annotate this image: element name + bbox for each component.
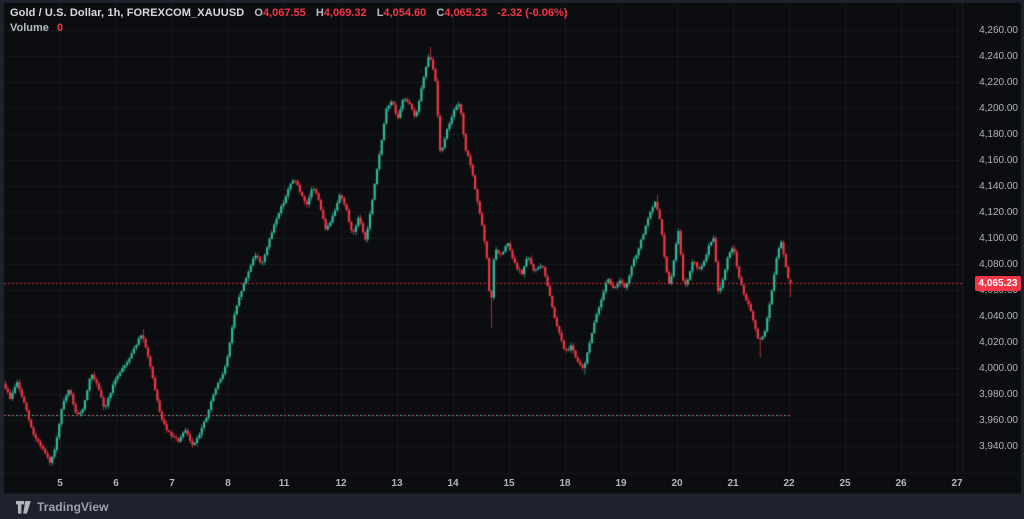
time-axis-label: 15 [503, 478, 515, 489]
price-axis-label: 4,220.00 [979, 77, 1018, 88]
chart-legend: Gold / U.S. Dollar, 1h, FOREXCOM_XAUUSD … [10, 6, 567, 36]
high-label: H [315, 7, 324, 19]
symbol-legend-row: Gold / U.S. Dollar, 1h, FOREXCOM_XAUUSD … [10, 6, 567, 21]
time-axis-label: 21 [727, 478, 739, 489]
time-axis-label: 18 [559, 478, 571, 489]
change-value: -2.32 (-0.06%) [497, 7, 568, 19]
time-axis-label: 14 [447, 478, 459, 489]
volume-value: 0 [56, 22, 64, 34]
price-axis-label: 4,020.00 [979, 337, 1018, 348]
time-axis-label: 7 [169, 478, 175, 489]
last-price-chip: 4,065.23 [975, 276, 1021, 291]
tradingview-attribution[interactable]: TradingView [16, 498, 109, 516]
price-axis-label: 4,240.00 [979, 51, 1018, 62]
volume-label[interactable]: Volume [10, 22, 49, 34]
price-axis-label: 4,140.00 [979, 181, 1018, 192]
time-axis-label: 20 [671, 478, 683, 489]
price-axis-label: 4,200.00 [979, 103, 1018, 114]
price-axis-label: 4,260.00 [979, 25, 1018, 36]
close-label: C [436, 7, 445, 19]
price-axis-label: 3,960.00 [979, 415, 1018, 426]
price-axis-label: 4,100.00 [979, 233, 1018, 244]
close-value: 4,065.23 [444, 7, 488, 19]
last-price-chip-value: 4,065.23 [978, 278, 1018, 289]
time-axis-label: 27 [951, 478, 963, 489]
time-axis-label: 22 [783, 478, 795, 489]
price-axis-label: 4,080.00 [979, 259, 1018, 270]
low-value: 4,054.60 [383, 7, 427, 19]
time-axis-label: 8 [225, 478, 231, 489]
time-axis-label: 11 [278, 478, 290, 489]
volume-legend-row: Volume 0 [10, 21, 567, 36]
time-axis-label: 19 [615, 478, 627, 489]
price-axis-label: 4,160.00 [979, 155, 1018, 166]
time-axis-label: 6 [113, 478, 119, 489]
open-value: 4,067.55 [262, 7, 306, 19]
time-axis-label: 26 [895, 478, 907, 489]
tradingview-logo-icon [16, 500, 31, 514]
price-axis-label: 3,940.00 [979, 441, 1018, 452]
time-axis-label: 5 [57, 478, 63, 489]
price-axis-label: 4,120.00 [979, 207, 1018, 218]
low-label: L [376, 7, 384, 19]
price-axis-label: 4,180.00 [979, 129, 1018, 140]
symbol-title[interactable]: Gold / U.S. Dollar, 1h, FOREXCOM_XAUUSD [10, 7, 245, 19]
tradingview-brand-text: TradingView [37, 500, 109, 514]
price-axis-label: 4,000.00 [979, 363, 1018, 374]
open-label: O [254, 7, 263, 19]
price-axis-label: 3,980.00 [979, 389, 1018, 400]
time-axis-label: 12 [335, 478, 347, 489]
high-value: 4,069.32 [323, 7, 367, 19]
time-axis-label: 13 [391, 478, 403, 489]
time-axis-label: 25 [839, 478, 851, 489]
price-axis-label: 4,040.00 [979, 311, 1018, 322]
